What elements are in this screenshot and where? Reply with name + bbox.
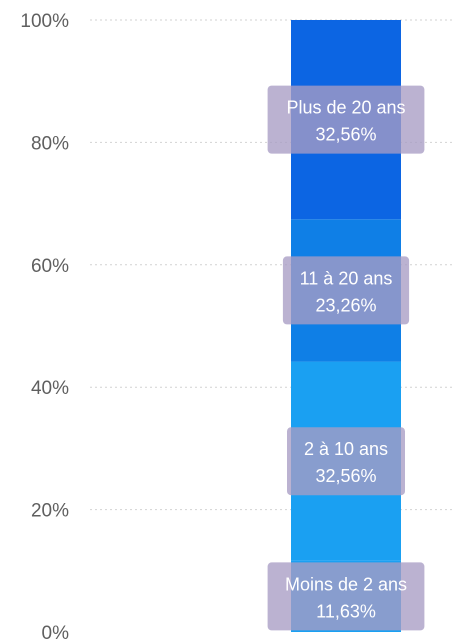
y-axis-ticks: 0% 20% 40% 60% 80% 100% bbox=[20, 11, 69, 641]
data-label-value: 32,56% bbox=[315, 125, 376, 145]
data-label-series-name: 11 à 20 ans bbox=[300, 268, 393, 288]
y-tick-label: 40% bbox=[31, 378, 69, 399]
y-tick-label: 100% bbox=[20, 11, 69, 32]
data-label-value: 32,56% bbox=[315, 466, 376, 486]
y-tick-label: 20% bbox=[31, 501, 69, 522]
data-label-series-name: 2 à 10 ans bbox=[304, 439, 388, 459]
data-label-box bbox=[287, 427, 405, 496]
data-labels: Moins de 2 ans 11,63% 2 à 10 ans 32,56% 11 à… bbox=[267, 85, 425, 631]
data-label-series-name: Plus de 20 ans bbox=[286, 98, 405, 118]
data-label-box bbox=[282, 256, 410, 325]
data-label-value: 11,63% bbox=[316, 601, 376, 621]
data-label: Moins de 2 ans 11,63% bbox=[267, 562, 425, 631]
data-label: Plus de 20 ans 32,56% bbox=[267, 85, 425, 154]
data-label-series-name: Moins de 2 ans bbox=[285, 574, 407, 594]
y-tick-label: 0% bbox=[42, 623, 70, 641]
data-label: 2 à 10 ans 32,56% bbox=[287, 427, 405, 496]
y-tick-label: 60% bbox=[31, 256, 69, 277]
data-label-box bbox=[267, 562, 425, 631]
data-label-value: 23,26% bbox=[315, 295, 376, 315]
gridlines bbox=[90, 19, 455, 511]
data-label: 11 à 20 ans 23,26% bbox=[282, 256, 410, 325]
y-tick-label: 80% bbox=[31, 133, 69, 154]
data-label-box bbox=[267, 85, 425, 154]
